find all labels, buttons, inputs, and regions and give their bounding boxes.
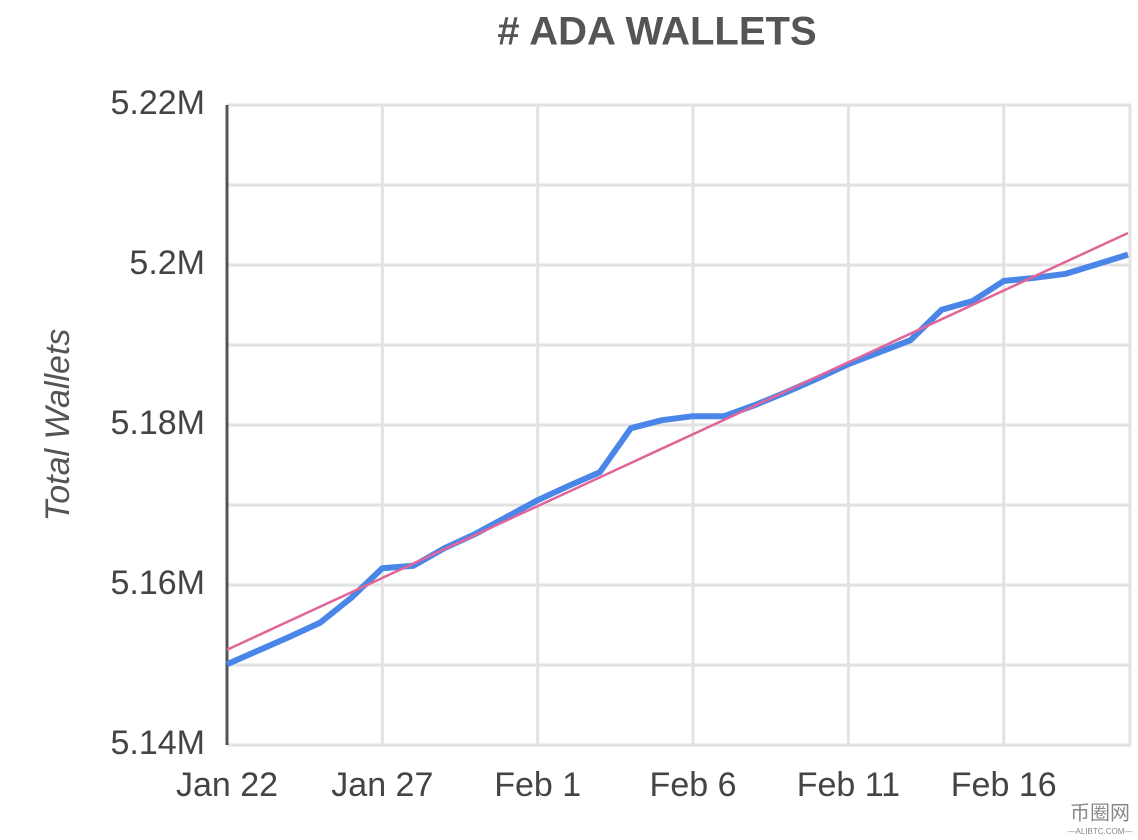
data-line (225, 251, 1129, 667)
chart-title: # ADA WALLETS (497, 10, 816, 54)
watermark: 币圈网 (1070, 801, 1130, 824)
trendline (226, 231, 1129, 651)
y-tick-label: 5.14M (111, 724, 206, 762)
y-axis-label: Total Wallets (39, 329, 77, 522)
x-tick-label: Feb 11 (797, 766, 900, 804)
x-tick-label: Feb 1 (494, 766, 581, 804)
x-tick-label: Feb 16 (951, 766, 1057, 804)
y-tick-label: 5.18M (111, 404, 206, 442)
x-tick-label: Jan 22 (176, 766, 278, 804)
watermark-sub: —ALIBTC.COM— (1068, 827, 1133, 836)
x-tick-label: Jan 27 (331, 766, 433, 804)
y-tick-label: 5.2M (129, 244, 205, 282)
y-tick-label: 5.16M (111, 564, 206, 602)
x-tick-label: Feb 6 (650, 766, 737, 804)
y-tick-label: 5.22M (111, 84, 206, 122)
